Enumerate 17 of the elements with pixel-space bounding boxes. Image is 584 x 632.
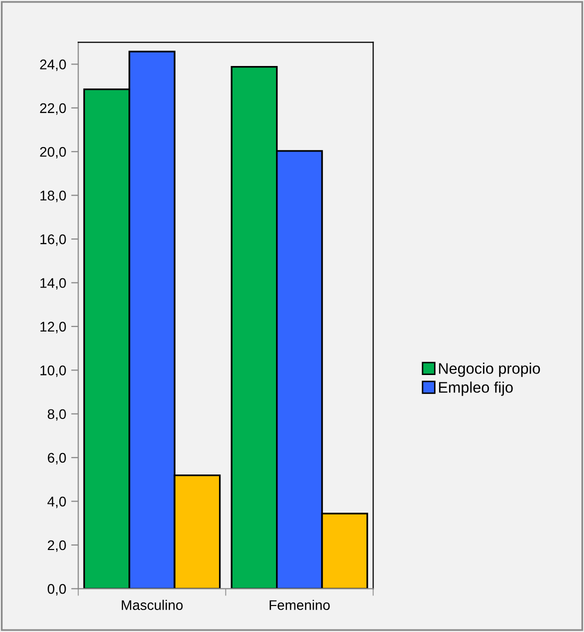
y-tick-label: 6,0 <box>48 452 66 464</box>
x-tick-label: Masculino <box>122 600 183 610</box>
y-tick-label: 18,0 <box>40 190 66 202</box>
y-tick-label: 20,0 <box>40 146 66 158</box>
y-tick-label: 12,0 <box>40 322 66 334</box>
y-tick-label: 4,0 <box>47 496 66 508</box>
y-tick-label: 14,0 <box>40 278 66 290</box>
legend-label: Empleo fijo <box>439 382 513 396</box>
y-tick-label: 10,0 <box>40 365 66 377</box>
y-tick-label: 16,0 <box>40 234 66 246</box>
x-tick-label: Femenino <box>270 600 330 610</box>
y-tick-label: 22,0 <box>40 103 66 115</box>
y-tick-label: 0,0 <box>48 584 66 596</box>
y-tick-label: 2,0 <box>48 540 66 552</box>
y-tick-label: 24,0 <box>40 60 66 72</box>
legend-label: Negocio propio <box>439 362 540 377</box>
y-tick-label: 8,0 <box>48 409 66 421</box>
